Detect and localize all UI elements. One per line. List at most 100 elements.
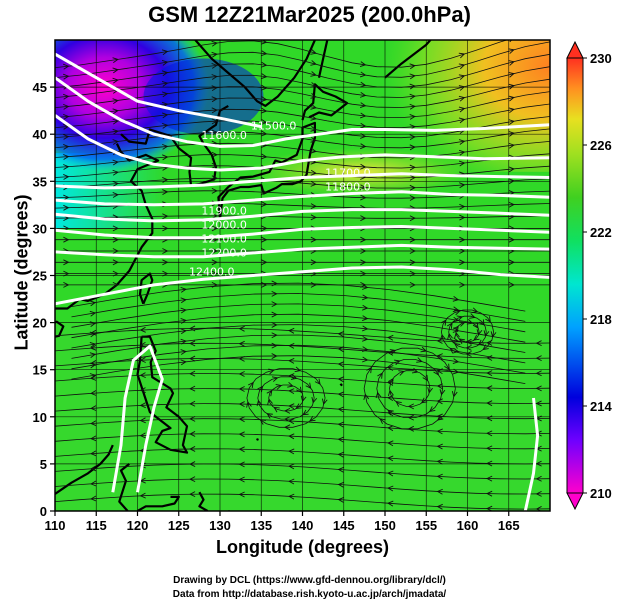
flow-arrow [295,403,302,409]
flow-arrow [261,236,268,243]
flow-arrow [409,103,416,110]
flow-arrow [310,169,317,176]
flow-arrow [508,142,515,149]
flow-arrow [288,433,295,440]
flow-arrow [211,225,218,232]
flow-arrow [420,346,428,353]
flow-arrow [337,406,344,413]
flow-arrow [189,461,196,467]
flow-arrow [508,201,515,208]
flow-arrow [535,370,542,377]
flow-arrow [465,338,472,345]
colorbar-tick-label: 218 [590,312,612,327]
flow-arrow [508,178,515,185]
x-tick-label: 165 [498,518,520,533]
flow-arrow [359,92,367,98]
flow-arrow [63,281,70,288]
flow-arrow [63,93,70,100]
credit-drawing: Drawing by DCL (https://www.gfd-dennou.o… [173,575,446,586]
flow-arrow [436,458,443,465]
x-tick-label: 110 [45,518,66,533]
flow-arrow [211,270,218,277]
flow-arrow [360,248,367,254]
flow-arrow [362,315,369,322]
flow-arrow [508,107,515,114]
coastline [136,495,180,511]
x-tick-label: 120 [127,518,149,533]
flow-arrow [161,112,169,119]
flow-arrow [238,325,245,332]
flow-arrow [508,259,515,266]
flow-arrow [63,73,70,80]
flow-arrow [238,371,245,377]
height-contour [55,172,550,190]
flow-arrow [433,369,439,376]
colorbar-min-arrow [566,492,584,511]
flow-arrow [246,401,252,408]
flow-arrow [310,136,317,143]
height-contour [55,52,262,129]
flow-arrow [211,40,218,47]
flow-arrow [211,248,218,254]
flow-arrow [161,49,169,56]
streamline [448,315,487,349]
flow-arrow [409,164,416,171]
streamline [363,347,456,430]
flow-arrow [112,225,119,232]
flow-arrow [465,351,472,357]
flow-arrow [436,398,443,405]
flow-arrow [458,85,466,91]
flow-arrow [139,492,146,499]
flow-arrow [238,461,245,468]
flow-arrow [486,490,493,497]
flow-arrow [362,294,369,301]
flow-arrow [162,177,169,183]
flow-arrow [288,403,295,410]
height-contour [55,225,550,240]
flow-arrow [458,139,466,145]
flow-arrow [63,194,70,201]
flow-arrow [211,63,218,69]
flow-arrow [409,93,416,100]
flow-arrow [63,63,70,70]
streamline [71,303,526,333]
y-tick-label: 25 [33,269,47,284]
flow-arrow [180,318,187,324]
flow-arrow [112,98,119,104]
flow-arrow [247,381,254,389]
flow-arrow [387,389,394,397]
flow-arrow [459,281,466,288]
streamline [55,141,550,159]
streamline [55,91,550,119]
x-tick-label: 150 [374,518,396,533]
flow-arrow [310,180,317,187]
flow-arrow [535,385,542,392]
flow-arrow [287,381,294,388]
flow-arrow [388,377,394,385]
y-tick-label: 5 [40,457,47,472]
flow-arrow [360,236,367,243]
flow-arrow [161,122,169,129]
streamline [55,403,550,420]
streamline [55,388,550,405]
flow-arrow [161,91,169,98]
flow-arrow [162,189,169,195]
x-tick-label: 115 [86,518,107,533]
streamline [71,293,526,322]
height-contour [55,114,550,172]
flow-arrow [112,118,119,125]
coastline [55,143,160,310]
flow-arrow [211,129,218,136]
flow-arrow [63,236,70,243]
flow-arrow [162,248,169,254]
map-title: GSM 12Z21Mar2025 (200.0hPa) [148,2,471,27]
flow-arrow [63,204,70,211]
flow-arrow [458,338,465,345]
flow-arrow [259,419,266,425]
streamline [55,478,550,495]
streamline [389,370,431,407]
flow-arrow [476,329,483,336]
flow-arrow [90,480,97,487]
flow-arrow [189,446,196,452]
flow-arrow [311,397,318,404]
